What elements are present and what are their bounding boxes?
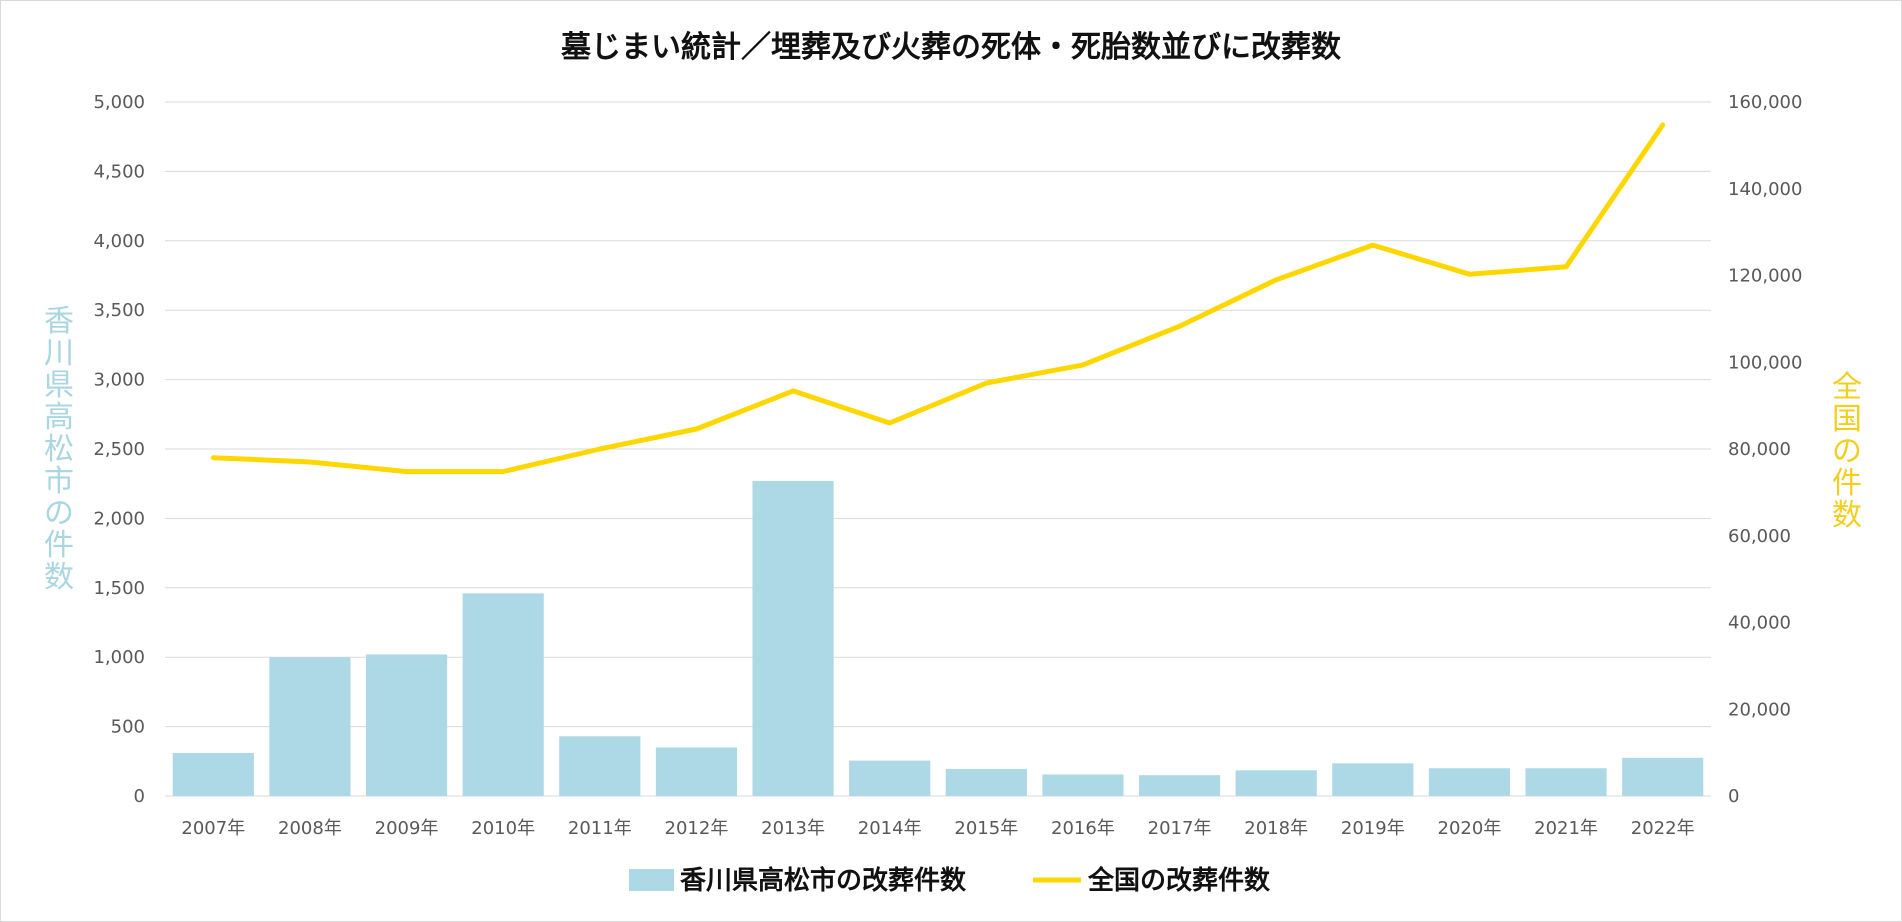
legend-bar-label: 香川県高松市の改葬件数	[680, 865, 967, 896]
left-tick-label: 3,500	[93, 300, 145, 321]
bar	[462, 593, 544, 796]
x-tick-label: 2010年	[471, 818, 535, 839]
line-series-path	[210, 122, 1666, 475]
bar	[559, 736, 641, 796]
x-tick-label: 2020年	[1438, 818, 1502, 839]
bar	[269, 657, 351, 796]
axis-title-char: 川	[44, 336, 74, 371]
right-tick-label: 40,000	[1728, 613, 1791, 634]
x-tick-label: 2015年	[954, 818, 1018, 839]
right-tick-label: 80,000	[1728, 439, 1791, 460]
bar	[945, 768, 1027, 796]
x-tick-label: 2007年	[181, 818, 245, 839]
axis-title-char: 全	[1832, 370, 1862, 405]
right-tick-label: 160,000	[1728, 92, 1802, 113]
left-tick-label: 5,000	[93, 92, 145, 113]
x-tick-label: 2017年	[1148, 818, 1212, 839]
axis-title-char: 高	[44, 400, 74, 435]
left-tick-label: 1,500	[93, 578, 145, 599]
bar	[1235, 770, 1317, 796]
x-tick-label: 2016年	[1051, 818, 1115, 839]
axis-title-char: 県	[44, 368, 74, 403]
right-tick-label: 100,000	[1728, 352, 1802, 373]
bar	[849, 760, 931, 796]
bar	[1428, 768, 1511, 796]
chart-title: 墓じまい統計／埋葬及び火葬の死体・死胎数並びに改葬数	[560, 30, 1342, 65]
axis-title-char: 数	[44, 560, 74, 595]
bar	[1138, 775, 1221, 796]
axis-title-char: の	[1832, 434, 1862, 469]
bar	[752, 480, 834, 796]
left-tick-label: 2,500	[93, 439, 145, 460]
axis-title-char: 件	[1832, 466, 1862, 501]
right-tick-label: 140,000	[1728, 179, 1802, 200]
axis-title-char: 数	[1832, 498, 1862, 533]
right-tick-label: 0	[1728, 786, 1739, 807]
x-tick-label: 2011年	[568, 818, 632, 839]
legend-bar-swatch	[629, 869, 674, 891]
bar	[1622, 757, 1704, 796]
x-tick-label: 2008年	[278, 818, 342, 839]
left-tick-label: 0	[134, 786, 145, 807]
axis-title-char: 香	[44, 304, 74, 339]
right-tick-label: 60,000	[1728, 526, 1791, 547]
bar	[1525, 768, 1607, 796]
x-tick-label: 2019年	[1341, 818, 1405, 839]
right-tick-label: 120,000	[1728, 266, 1802, 287]
left-tick-label: 4,000	[93, 231, 145, 252]
bar	[172, 752, 254, 796]
left-tick-label: 3,000	[93, 370, 145, 391]
x-tick-label: 2021年	[1534, 818, 1598, 839]
x-axis-ticks: 2007年 2008年 2009年 2010年 2011年 2012年 2013年 2014年…	[181, 818, 1694, 839]
x-tick-label: 2014年	[858, 818, 922, 839]
left-tick-label: 2,000	[93, 508, 145, 529]
right-axis-ticks: 0 20,000 40,000 60,000 80,000 100,000 120,000 1…	[1728, 92, 1802, 807]
left-tick-label: 4,500	[93, 161, 145, 182]
bar	[655, 747, 738, 796]
left-tick-label: 500	[111, 717, 145, 738]
axis-title-char: 松	[44, 432, 74, 467]
bar	[1042, 774, 1124, 796]
x-tick-label: 2009年	[375, 818, 439, 839]
right-tick-label: 20,000	[1728, 699, 1791, 720]
axis-title-char: の	[44, 496, 74, 531]
bar-series	[172, 480, 1704, 796]
x-tick-label: 2013年	[761, 818, 825, 839]
bar	[365, 654, 448, 796]
x-tick-label: 2022年	[1631, 818, 1695, 839]
axis-title-char: 市	[44, 464, 74, 499]
left-axis-ticks: 0 500 1,000 1,500 2,000 2,500 3,000 3,500 4,000 4…	[93, 92, 145, 807]
x-tick-label: 2012年	[665, 818, 729, 839]
x-tick-label: 2018年	[1244, 818, 1308, 839]
legend: 香川県高松市の改葬件数 全国の改葬件数	[629, 865, 1271, 896]
line-series	[210, 122, 1666, 475]
axis-title-char: 件	[44, 528, 74, 563]
axis-title-char: 国	[1832, 402, 1862, 437]
legend-line-label: 全国の改葬件数	[1087, 865, 1271, 896]
bar	[1332, 763, 1414, 796]
left-tick-label: 1,000	[93, 647, 145, 668]
